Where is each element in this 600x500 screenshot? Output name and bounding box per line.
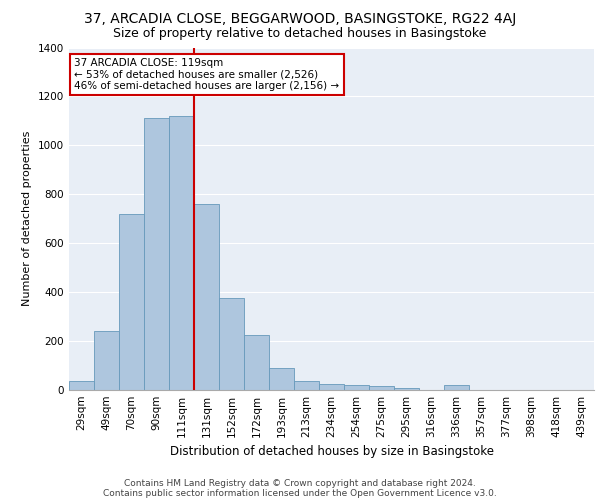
Text: Contains public sector information licensed under the Open Government Licence v3: Contains public sector information licen…	[103, 488, 497, 498]
Bar	[169, 116, 194, 390]
Text: 37 ARCADIA CLOSE: 119sqm
← 53% of detached houses are smaller (2,526)
46% of sem: 37 ARCADIA CLOSE: 119sqm ← 53% of detach…	[74, 58, 340, 91]
Bar	[69, 382, 94, 390]
Bar	[444, 385, 469, 390]
Bar	[144, 118, 169, 390]
Bar	[369, 386, 394, 390]
Bar	[319, 384, 344, 390]
Bar	[119, 214, 144, 390]
Bar	[344, 385, 369, 390]
X-axis label: Distribution of detached houses by size in Basingstoke: Distribution of detached houses by size …	[170, 446, 493, 458]
Bar	[94, 332, 119, 390]
Text: Size of property relative to detached houses in Basingstoke: Size of property relative to detached ho…	[113, 28, 487, 40]
Bar	[194, 204, 219, 390]
Bar	[219, 298, 244, 390]
Text: Contains HM Land Registry data © Crown copyright and database right 2024.: Contains HM Land Registry data © Crown c…	[124, 478, 476, 488]
Bar	[244, 335, 269, 390]
Text: 37, ARCADIA CLOSE, BEGGARWOOD, BASINGSTOKE, RG22 4AJ: 37, ARCADIA CLOSE, BEGGARWOOD, BASINGSTO…	[84, 12, 516, 26]
Bar	[394, 388, 419, 390]
Y-axis label: Number of detached properties: Number of detached properties	[22, 131, 32, 306]
Bar	[294, 382, 319, 390]
Bar	[269, 368, 294, 390]
